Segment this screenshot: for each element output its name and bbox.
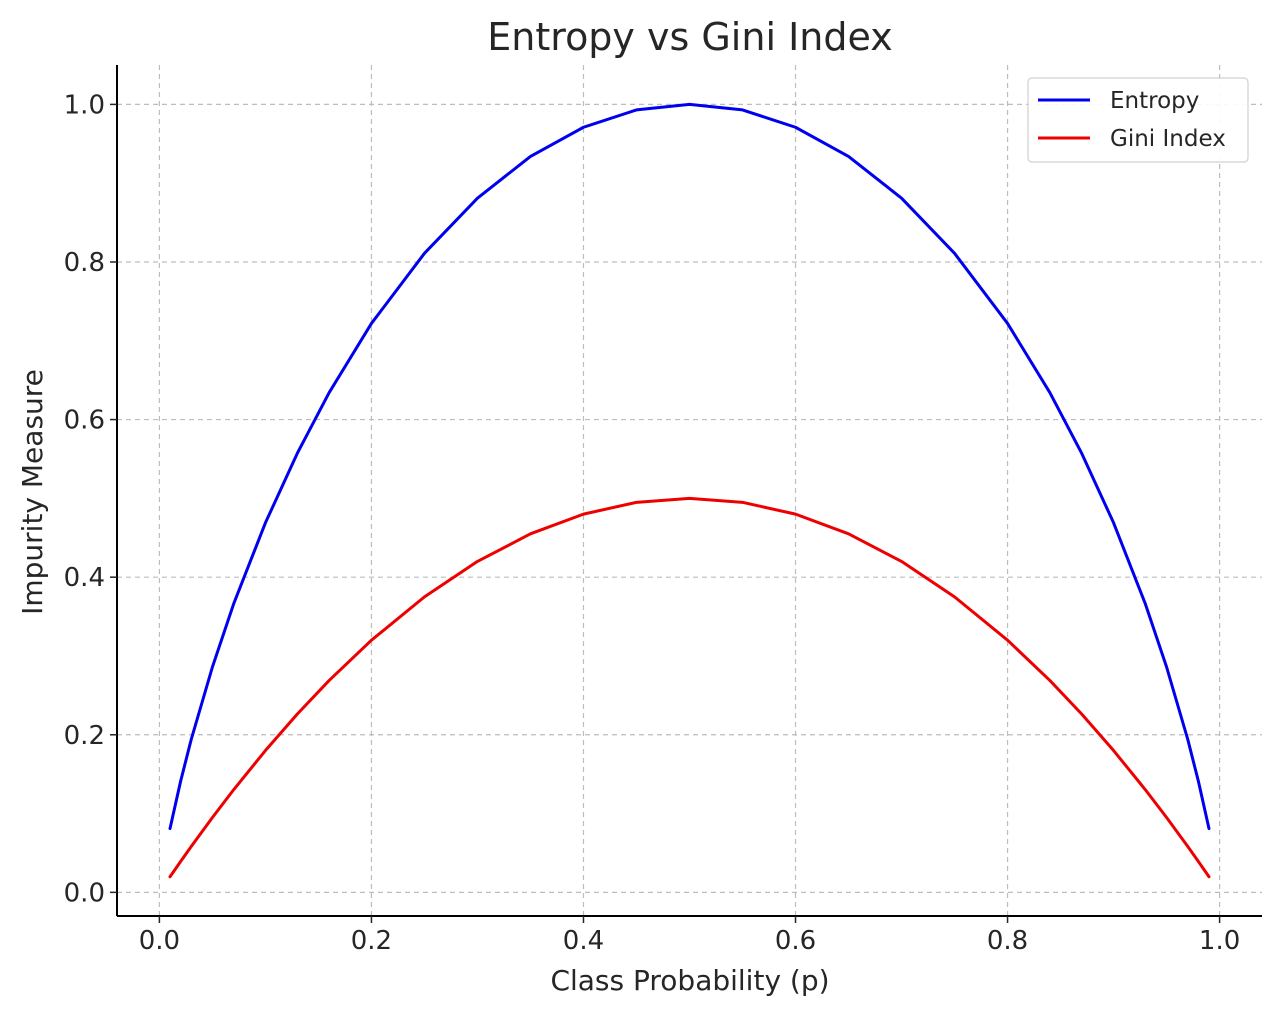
y-tick-label: 0.2 [64, 721, 105, 751]
legend-label-entropy: Entropy [1110, 88, 1199, 114]
x-tick-label: 1.0 [1199, 926, 1240, 956]
y-tick-label: 0.6 [64, 406, 105, 436]
y-tick-label: 0.8 [64, 248, 105, 278]
legend: Entropy Gini Index [1027, 77, 1249, 163]
legend-label-gini-index: Gini Index [1110, 126, 1226, 152]
x-tick-label: 0.2 [351, 926, 392, 956]
y-tick-label: 0.4 [64, 563, 105, 593]
y-tick-label: 0.0 [64, 878, 105, 908]
series-line-entropy [168, 102, 1211, 831]
chart-title: Entropy vs Gini Index [487, 15, 892, 59]
x-tick-label: 0.6 [775, 926, 816, 956]
x-tick-label: 0.0 [139, 926, 180, 956]
y-tick-label: 1.0 [64, 90, 105, 120]
series-lines [168, 102, 1211, 879]
x-axis-label: Class Probability (p) [550, 964, 829, 997]
series-line-gini-index [168, 496, 1211, 879]
x-tick-label: 0.4 [563, 926, 604, 956]
ticks: 0.0 0.2 0.4 0.6 0.8 1.0 0.0 0.2 0.4 0.6 0.8 1.0 [64, 90, 1241, 956]
axes [116, 65, 1262, 917]
y-axis-label: Impurity Measure [16, 369, 49, 615]
x-tick-label: 0.8 [987, 926, 1028, 956]
